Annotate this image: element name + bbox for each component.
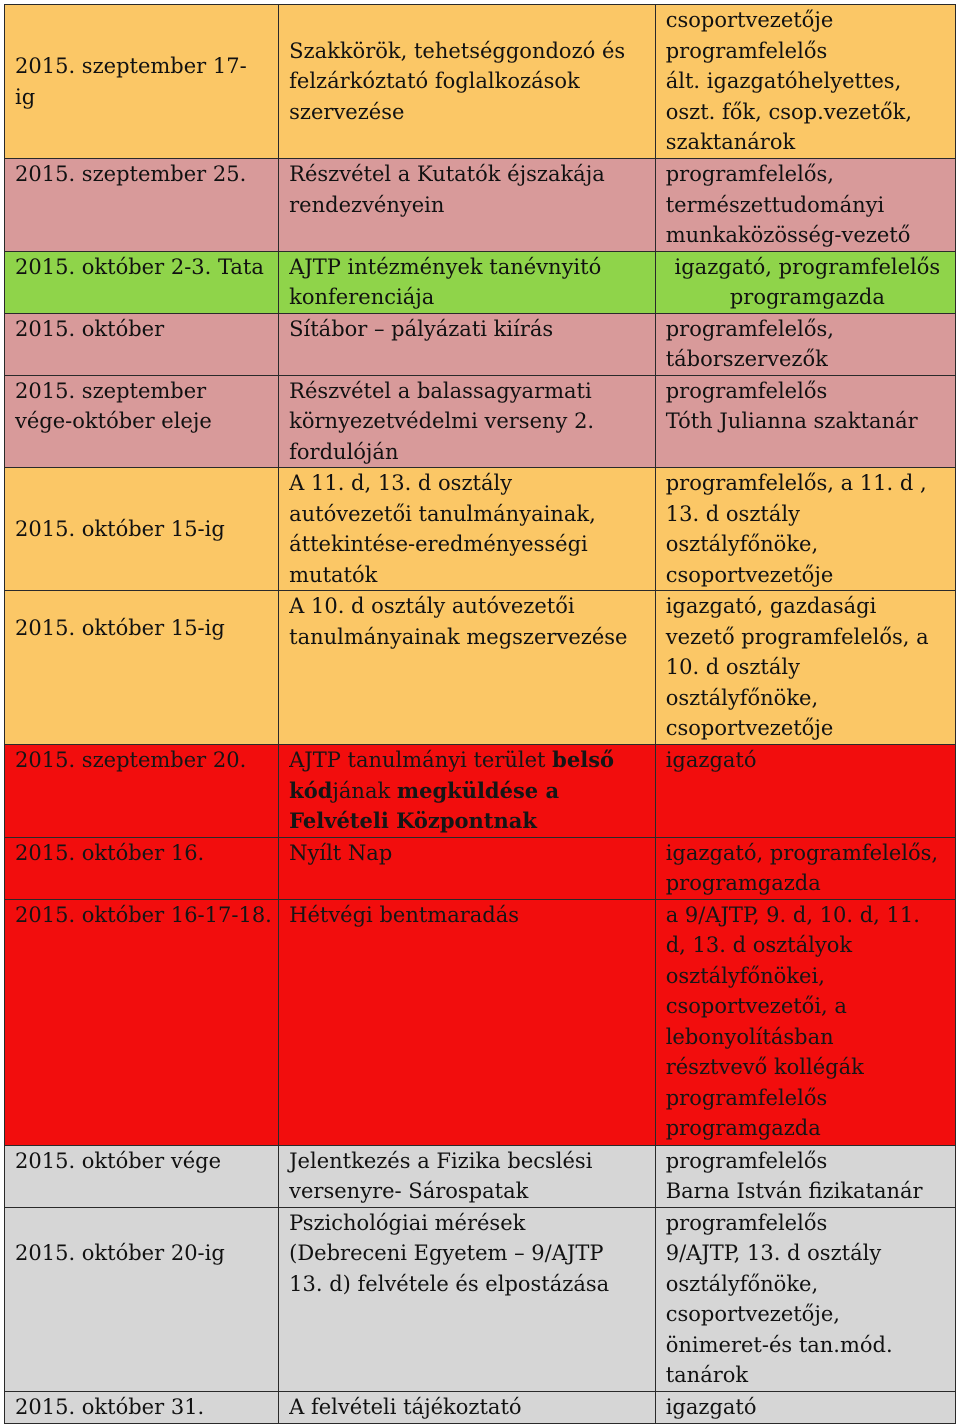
date-cell: 2015. szeptember 17- ig	[3, 4, 280, 159]
responsible-cell: programfelelős Tóth Julianna szaktanár	[654, 374, 957, 468]
responsible-cell: a 9/AJTP, 9. d, 10. d, 11. d, 13. d oszt…	[654, 898, 957, 1146]
date-cell: 2015. október 20-ig	[3, 1206, 280, 1392]
table-row: 2015. szeptember 25. Részvétel a Kutatók…	[3, 158, 957, 252]
activity-cell: Szakkörök, tehetséggondozó és felzárkózt…	[278, 4, 656, 159]
date-cell: 2015. október 16.	[3, 836, 280, 900]
date-cell: 2015. szeptember 20.	[3, 744, 280, 838]
date-cell: 2015. szeptember vége-október eleje	[3, 374, 280, 468]
responsible-cell: igazgató, gazdasági vezető programfelelő…	[654, 590, 957, 745]
responsible-cell: igazgató, programfelelős, programgazda	[654, 836, 957, 900]
responsible-cell: programfelelős 9/AJTP, 13. d osztály osz…	[654, 1206, 957, 1392]
date-cell: 2015. október 31.	[3, 1390, 280, 1424]
schedule-table: 2015. szeptember 17- ig Szakkörök, tehet…	[3, 4, 957, 1424]
table-row: 2015. október 16. Nyílt Nap igazgató, pr…	[3, 836, 957, 900]
table-row: 2015. szeptember 17- ig Szakkörök, tehet…	[3, 4, 957, 159]
responsible-cell: igazgató, programfelelős programgazda	[654, 250, 957, 314]
table-row: 2015. október 31. A felvételi tájékoztat…	[3, 1390, 957, 1424]
table-row: 2015. szeptember vége-október eleje Rész…	[3, 374, 957, 468]
date-cell: 2015. október 15-ig	[3, 467, 280, 591]
activity-cell: A 11. d, 13. d osztály autóvezetői tanul…	[278, 467, 656, 591]
activity-bold-text: belső	[552, 747, 615, 772]
responsible-cell: igazgató	[654, 744, 957, 838]
responsible-cell: csoportvezetője programfelelős ált. igaz…	[654, 4, 957, 159]
date-cell: 2015. október 15-ig	[3, 590, 280, 745]
activity-text: AJTP tanulmányi terület	[289, 748, 553, 772]
date-cell: 2015. október	[3, 312, 280, 376]
activity-bold-text: megküldése a	[396, 777, 560, 803]
activity-cell: AJTP intézmények tanévnyitó konferenciáj…	[278, 250, 656, 314]
activity-text: jának	[332, 778, 397, 803]
responsible-cell: igazgató	[654, 1390, 957, 1424]
responsible-cell: programfelelős, természettudományi munka…	[654, 158, 957, 252]
table-row: 2015. október 2-3. Tata AJTP intézmények…	[3, 250, 957, 314]
activity-cell: Sítábor – pályázati kiírás	[278, 312, 656, 376]
activity-cell: A felvételi tájékoztató	[278, 1390, 656, 1424]
table-row: 2015. október 20-ig Pszichológiai mérése…	[3, 1206, 957, 1392]
date-cell: 2015. szeptember 25.	[3, 158, 280, 252]
activity-cell: Jelentkezés a Fizika becslési versenyre-…	[278, 1144, 656, 1208]
table-row: 2015. október vége Jelentkezés a Fizika …	[3, 1144, 957, 1208]
responsible-cell: programfelelős, táborszervezők	[654, 312, 957, 376]
activity-cell: Részvétel a balassagyarmati környezetvéd…	[278, 374, 656, 468]
activity-cell: A 10. d osztály autóvezetői tanulmányain…	[278, 590, 656, 745]
activity-cell: AJTP tanulmányi terület belső kódjának m…	[278, 744, 656, 838]
table-row: 2015. október Sítábor – pályázati kiírás…	[3, 312, 957, 376]
responsible-cell: programfelelős Barna István fizikatanár	[654, 1144, 957, 1208]
table-row: 2015. október 15-ig A 10. d osztály autó…	[3, 590, 957, 745]
activity-bold-text: Felvételi Központnak	[289, 808, 537, 833]
table-row: 2015. október 16-17-18. Hétvégi bentmara…	[3, 898, 957, 1146]
activity-cell: Részvétel a Kutatók éjszakája rendezvény…	[278, 158, 656, 252]
responsible-cell: programfelelős, a 11. d , 13. d osztály …	[654, 467, 957, 591]
table-row: 2015. szeptember 20. AJTP tanulmányi ter…	[3, 744, 957, 838]
date-cell: 2015. október vége	[3, 1144, 280, 1208]
activity-cell: Pszichológiai mérések (Debreceni Egyetem…	[278, 1206, 656, 1392]
table-row: 2015. október 15-ig A 11. d, 13. d osztá…	[3, 467, 957, 591]
activity-cell: Nyílt Nap	[278, 836, 656, 900]
date-cell: 2015. október 2-3. Tata	[3, 250, 280, 314]
activity-cell: Hétvégi bentmaradás	[278, 898, 656, 1146]
activity-bold-text: kód	[289, 777, 333, 803]
date-cell: 2015. október 16-17-18.	[3, 898, 280, 1146]
